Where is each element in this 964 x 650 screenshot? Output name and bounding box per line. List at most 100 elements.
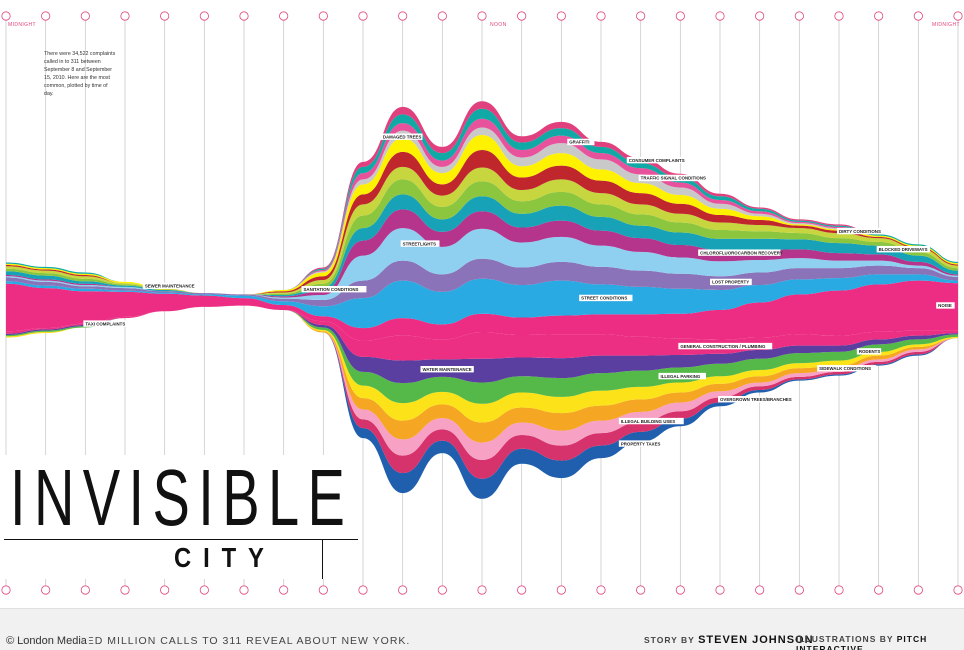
stream-label-text: SEWER MAINTENANCE <box>145 283 195 288</box>
stream-label: ILLEGAL PARKING <box>658 372 706 380</box>
stream-label: CHLOROFLUOROCARBON RECOVERY <box>698 249 783 256</box>
hour-tick-marker <box>834 11 844 21</box>
illustration-credit: ILLUSTRATIONS BY PITCH INTERACTIVE <box>796 634 964 650</box>
stream-label-box <box>718 396 792 403</box>
footer-tagline: WHAT HUNDRED MILLION CALLS TO 311 REVEAL… <box>6 635 411 647</box>
hour-tick-marker <box>913 585 923 595</box>
stream-label: CONSUMER COMPLAINTS <box>626 156 686 164</box>
stream-label-text: WATER MAINTENANCE <box>423 367 472 372</box>
stream-label-text: ILLEGAL BUILDING USES <box>621 419 675 424</box>
title-block: INVISIBLE CITY <box>4 455 358 579</box>
stream-label: SIDEWALK CONDITIONS <box>817 365 877 372</box>
hour-tick-marker <box>1 585 11 595</box>
stream-label: GRAFFITI <box>567 138 595 146</box>
hour-tick-marker <box>636 11 646 21</box>
hour-tick-marker <box>913 11 923 21</box>
stream-labels: SEWER MAINTENANCE TAXI COMPLAINTS SANITATI… <box>83 133 955 447</box>
hour-tick-marker <box>437 585 447 595</box>
hour-tick-marker <box>1 11 11 21</box>
stream-label-box <box>626 156 686 164</box>
stream-label-box <box>710 278 752 286</box>
stream-label: OVERGROWN TREES/BRANCHES <box>718 396 792 403</box>
stream-layer-blocked-driveways <box>6 194 958 297</box>
stream-label-box <box>678 342 773 350</box>
stream-label: LOST PROPERTY <box>710 278 752 286</box>
stream-label: GENERAL CONSTRUCTION / PLUMBING <box>678 342 773 350</box>
stream-label-text: STREETLIGHTS <box>403 241 436 246</box>
hour-tick-marker <box>437 11 447 21</box>
stream-label: SANITATION CONDITIONS <box>301 286 367 293</box>
stream-label-box <box>698 249 781 256</box>
story-credit: STORY BY STEVEN JOHNSON <box>644 634 814 646</box>
hour-tick-marker <box>556 11 566 21</box>
stream-layer-sewer-maintenance <box>6 166 958 295</box>
hour-tick-marker <box>80 585 90 595</box>
hour-tick-marker <box>477 11 487 21</box>
hour-tick-marker <box>675 11 685 21</box>
hour-tick-marker <box>318 11 328 21</box>
stream-label: WATER MAINTENANCE <box>420 366 474 373</box>
stream-label-box <box>856 348 882 355</box>
stream-label: STREET CONDITIONS <box>579 294 633 302</box>
title-vertical-divider <box>322 539 323 579</box>
stream-label-text: ILLEGAL PARKING <box>661 374 701 379</box>
story-author: STEVEN JOHNSON <box>698 634 814 646</box>
stream-layer-street-conditions <box>6 274 958 329</box>
hour-ticks <box>1 11 963 595</box>
stream-label: SEWER MAINTENANCE <box>142 282 197 289</box>
stream-label-text: TAXI COMPLAINTS <box>85 321 125 326</box>
illus-author: PITCH INTERACTIVE <box>796 634 928 650</box>
hour-tick-marker <box>398 585 408 595</box>
title-divider <box>4 539 358 540</box>
midnight-end-label: MIDNIGHT <box>932 22 960 28</box>
hour-tick-marker <box>358 585 368 595</box>
stream-label-text: LOST PROPERTY <box>712 280 749 285</box>
stream-label: BLOCKED DRIVEWAYS <box>876 246 930 253</box>
stream-layer-consumer-complaints <box>6 108 958 295</box>
stream-label-box <box>817 365 877 372</box>
stream-label: STREETLIGHTS <box>400 240 440 247</box>
stream-label-box <box>567 138 595 146</box>
stream-label-text: CONSUMER COMPLAINTS <box>629 158 685 163</box>
hour-tick-marker <box>517 11 527 21</box>
stream-label-text: BLOCKED DRIVEWAYS <box>879 247 928 252</box>
title-invisible: INVISIBLE <box>10 453 354 542</box>
stream-label-text: DIRTY CONDITIONS <box>839 229 881 234</box>
hour-tick-marker <box>477 585 487 595</box>
hour-tick-marker <box>874 585 884 595</box>
stream-layer-illegal-building-uses <box>6 305 958 460</box>
stream-layer-noise <box>6 280 958 341</box>
stream-label-text: SANITATION CONDITIONS <box>304 287 359 292</box>
hour-tick-marker <box>120 11 130 21</box>
hour-tick-marker <box>160 585 170 595</box>
hour-tick-marker <box>239 585 249 595</box>
photo-credit: © London Media <box>6 635 89 647</box>
stream-label-text: PROPERTY TAXES <box>621 441 661 446</box>
stream-label-box <box>837 227 888 235</box>
stream-label-box <box>420 366 474 373</box>
stream-layer-illegal-parking <box>6 305 958 404</box>
stream-layer-water-maintenance <box>6 305 958 384</box>
hour-tick-marker <box>239 11 249 21</box>
stream-label-box <box>579 294 633 302</box>
hour-tick-marker <box>318 585 328 595</box>
stream-label: TAXI COMPLAINTS <box>83 320 131 327</box>
stream-label-box <box>301 286 367 293</box>
stream-label: RODENTS <box>856 348 882 355</box>
stream-label-box <box>638 174 716 182</box>
hour-tick-marker <box>755 11 765 21</box>
hour-tick-marker <box>120 585 130 595</box>
stream-label: PROPERTY TAXES <box>618 440 664 447</box>
hour-tick-marker <box>279 11 289 21</box>
hour-tick-marker <box>715 585 725 595</box>
midnight-start-label: MIDNIGHT <box>8 22 36 28</box>
stream-label-box <box>876 246 930 253</box>
stream-label-text: GENERAL CONSTRUCTION / PLUMBING <box>680 344 766 349</box>
hour-tick-marker <box>636 585 646 595</box>
hour-tick-marker <box>675 585 685 595</box>
hour-tick-marker <box>358 11 368 21</box>
stream-label-box <box>618 417 684 425</box>
hour-tick-marker <box>199 11 209 21</box>
stream-label: TRAFFIC SIGNAL CONDITIONS <box>638 174 716 182</box>
